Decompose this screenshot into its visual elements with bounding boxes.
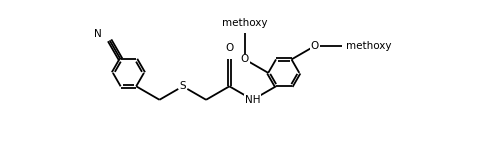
Text: NH: NH xyxy=(245,95,260,105)
Text: O: O xyxy=(310,41,319,51)
Text: N: N xyxy=(94,29,102,39)
Text: methoxy: methoxy xyxy=(222,18,268,28)
Text: S: S xyxy=(180,81,186,91)
Text: O: O xyxy=(241,54,249,64)
Text: O: O xyxy=(225,43,234,53)
Text: methoxy: methoxy xyxy=(346,41,392,51)
